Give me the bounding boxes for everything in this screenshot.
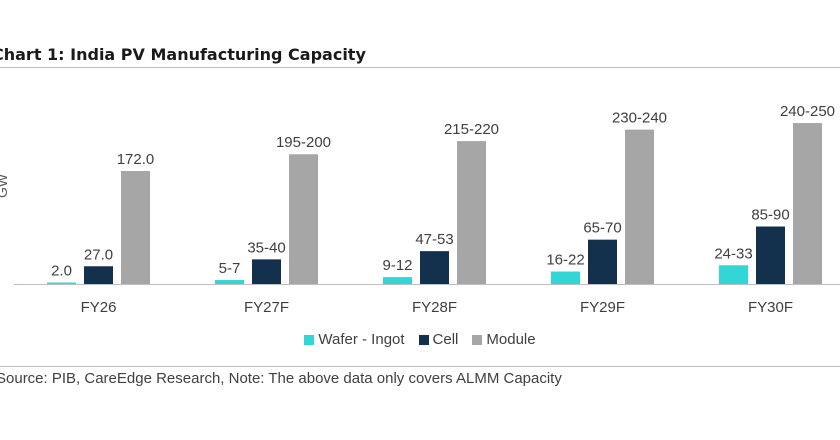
data-label-module-fy27f: 195-200	[276, 134, 331, 151]
data-label-module-fy30f: 240-250	[780, 103, 835, 120]
x-tick-label-fy28f: FY28F	[412, 299, 457, 316]
bar-module-fy27f	[289, 154, 318, 284]
data-label-cell-fy29f: 65-70	[583, 220, 621, 237]
bar-wafer-fy29f	[551, 271, 580, 284]
data-label-wafer-fy29f: 16-22	[546, 252, 584, 269]
data-label-wafer-fy26: 2.0	[51, 263, 72, 280]
bar-module-fy30f	[793, 123, 822, 284]
bar-cell-fy30f	[756, 226, 785, 284]
legend-swatch-cell	[418, 334, 429, 345]
legend-label-cell: Cell	[432, 331, 459, 348]
data-label-cell-fy26: 27.0	[84, 246, 113, 263]
bottom-divider	[0, 366, 840, 367]
bar-chart: 2.0 27.0 172.0 FY26 5-7 35-40 195-200 FY27F 9-12…	[14, 103, 840, 316]
top-divider	[0, 67, 840, 68]
data-label-cell-fy30f: 85-90	[751, 207, 789, 224]
bar-cell-fy28f	[420, 251, 449, 284]
legend-swatch-module	[472, 334, 483, 345]
legend-label-wafer: Wafer - Ingot	[318, 331, 405, 348]
legend: Wafer - Ingot Cell Module	[0, 331, 840, 348]
x-tick-label-fy29f: FY29F	[580, 299, 625, 316]
data-label-module-fy28f: 215-220	[444, 121, 499, 138]
x-tick-label-fy27f: FY27F	[244, 299, 289, 316]
bar-cell-fy29f	[588, 239, 617, 284]
data-label-wafer-fy30f: 24-33	[714, 245, 752, 262]
legend-swatch-wafer	[304, 334, 315, 345]
bar-wafer-fy26	[47, 282, 76, 284]
data-label-cell-fy27f: 35-40	[247, 239, 285, 256]
bar-module-fy28f	[457, 141, 486, 284]
bar-cell-fy27f	[252, 259, 281, 284]
chart-title: Chart 1: India PV Manufacturing Capacity	[0, 45, 366, 64]
bar-module-fy29f	[625, 129, 654, 284]
legend-label-module: Module	[486, 331, 536, 348]
x-tick-label-fy26: FY26	[81, 299, 117, 316]
bar-wafer-fy27f	[215, 280, 244, 284]
data-label-module-fy29f: 230-240	[612, 110, 667, 127]
legend-item-cell: Cell	[418, 331, 459, 348]
source-note: Source: PIB, CareEdge Research, Note: Th…	[0, 370, 562, 387]
bar-wafer-fy28f	[383, 277, 412, 284]
bar-cell-fy26	[84, 266, 113, 284]
legend-item-wafer: Wafer - Ingot	[304, 331, 405, 348]
data-label-module-fy26: 172.0	[117, 151, 155, 168]
bar-wafer-fy30f	[719, 265, 748, 284]
legend-item-module: Module	[472, 331, 536, 348]
data-label-cell-fy28f: 47-53	[415, 231, 453, 248]
data-label-wafer-fy27f: 5-7	[219, 260, 241, 277]
x-tick-label-fy30f: FY30F	[748, 299, 793, 316]
data-label-wafer-fy28f: 9-12	[382, 257, 412, 274]
bar-module-fy26	[121, 171, 150, 284]
